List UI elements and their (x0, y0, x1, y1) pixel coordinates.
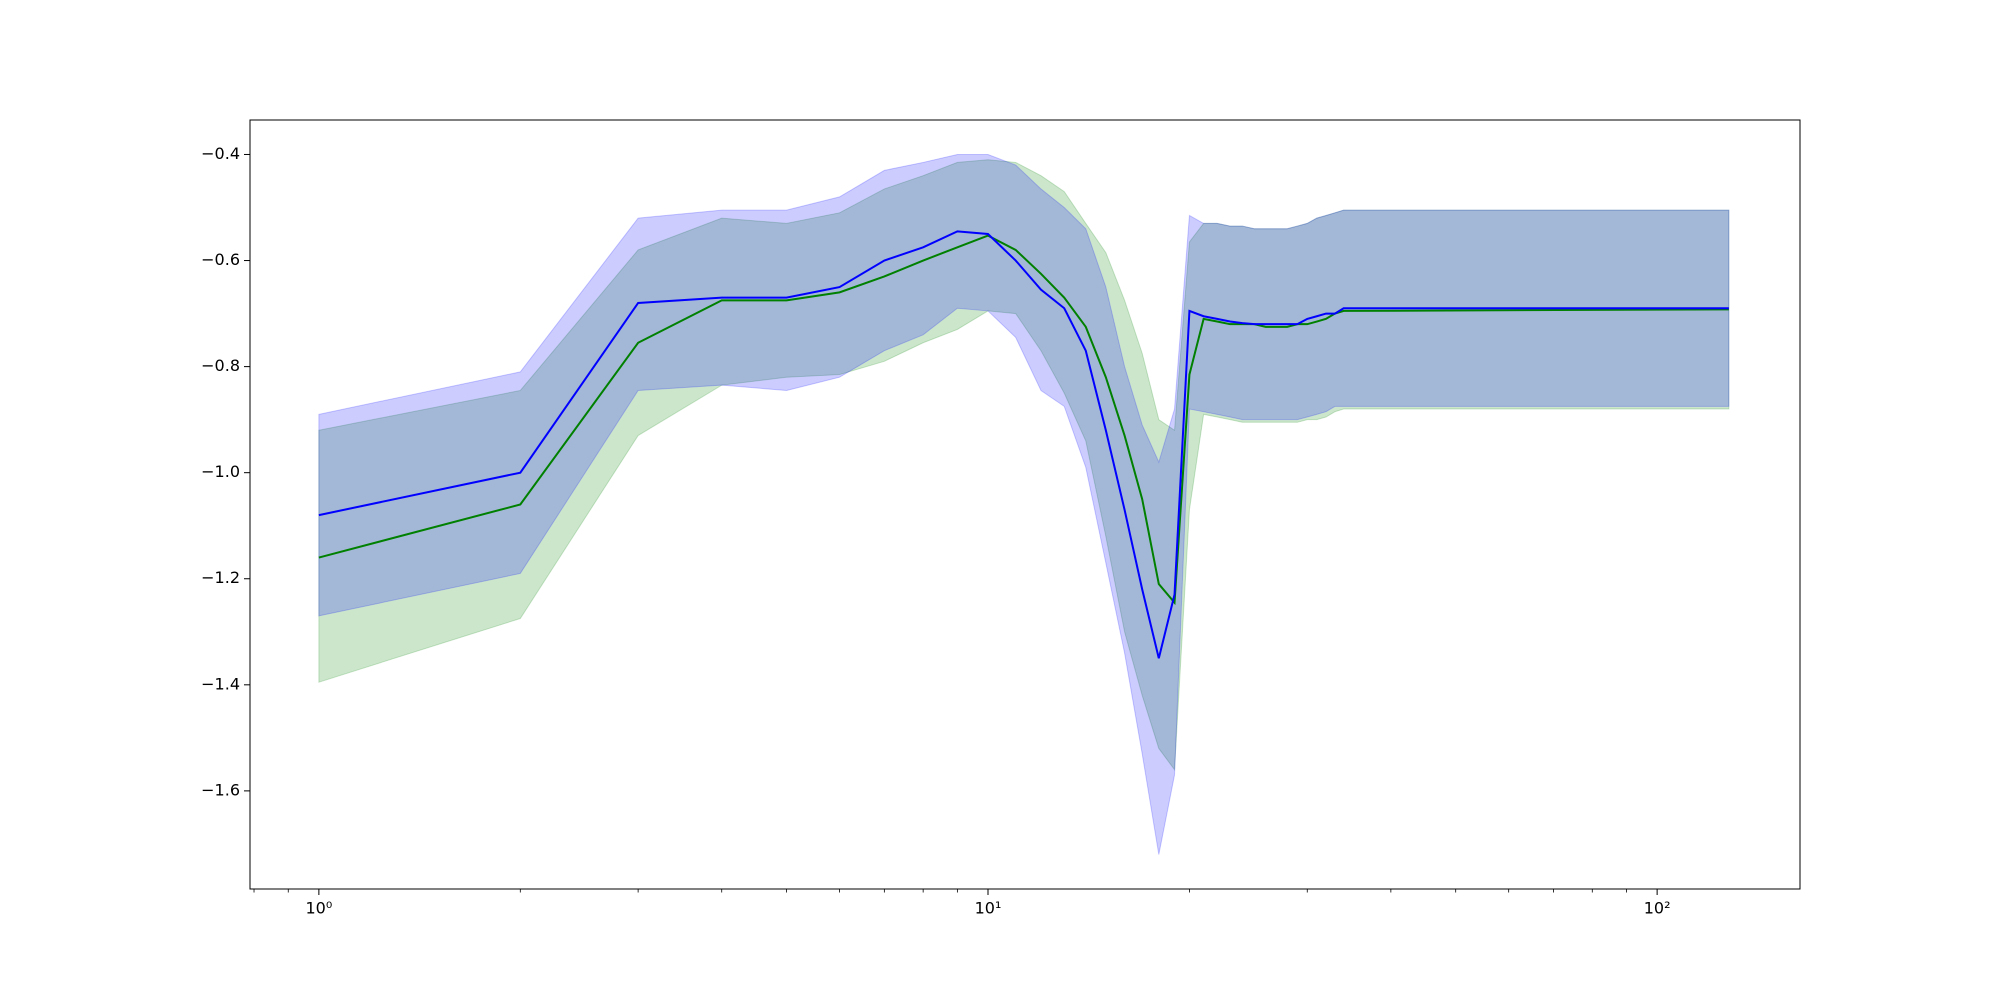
y-tick-label: −1.2 (201, 568, 240, 587)
axes-frame (249, 119, 1801, 890)
confidence-band (318, 159, 1730, 772)
y-tick-label: −1.6 (201, 780, 240, 799)
y-tick-label: −0.4 (201, 144, 240, 163)
y-tick-label: −0.6 (201, 250, 240, 269)
y-tick-label: −1.0 (201, 462, 240, 481)
y-tick-label: −1.4 (201, 674, 240, 693)
line (318, 234, 1729, 606)
x-tick-label: 10¹ (975, 899, 1002, 918)
x-tick-label: 10⁰ (305, 899, 332, 918)
confidence-band (318, 153, 1730, 855)
line (318, 230, 1729, 659)
y-tick-label: −0.8 (201, 356, 240, 375)
x-tick-label: 10² (1644, 899, 1671, 918)
